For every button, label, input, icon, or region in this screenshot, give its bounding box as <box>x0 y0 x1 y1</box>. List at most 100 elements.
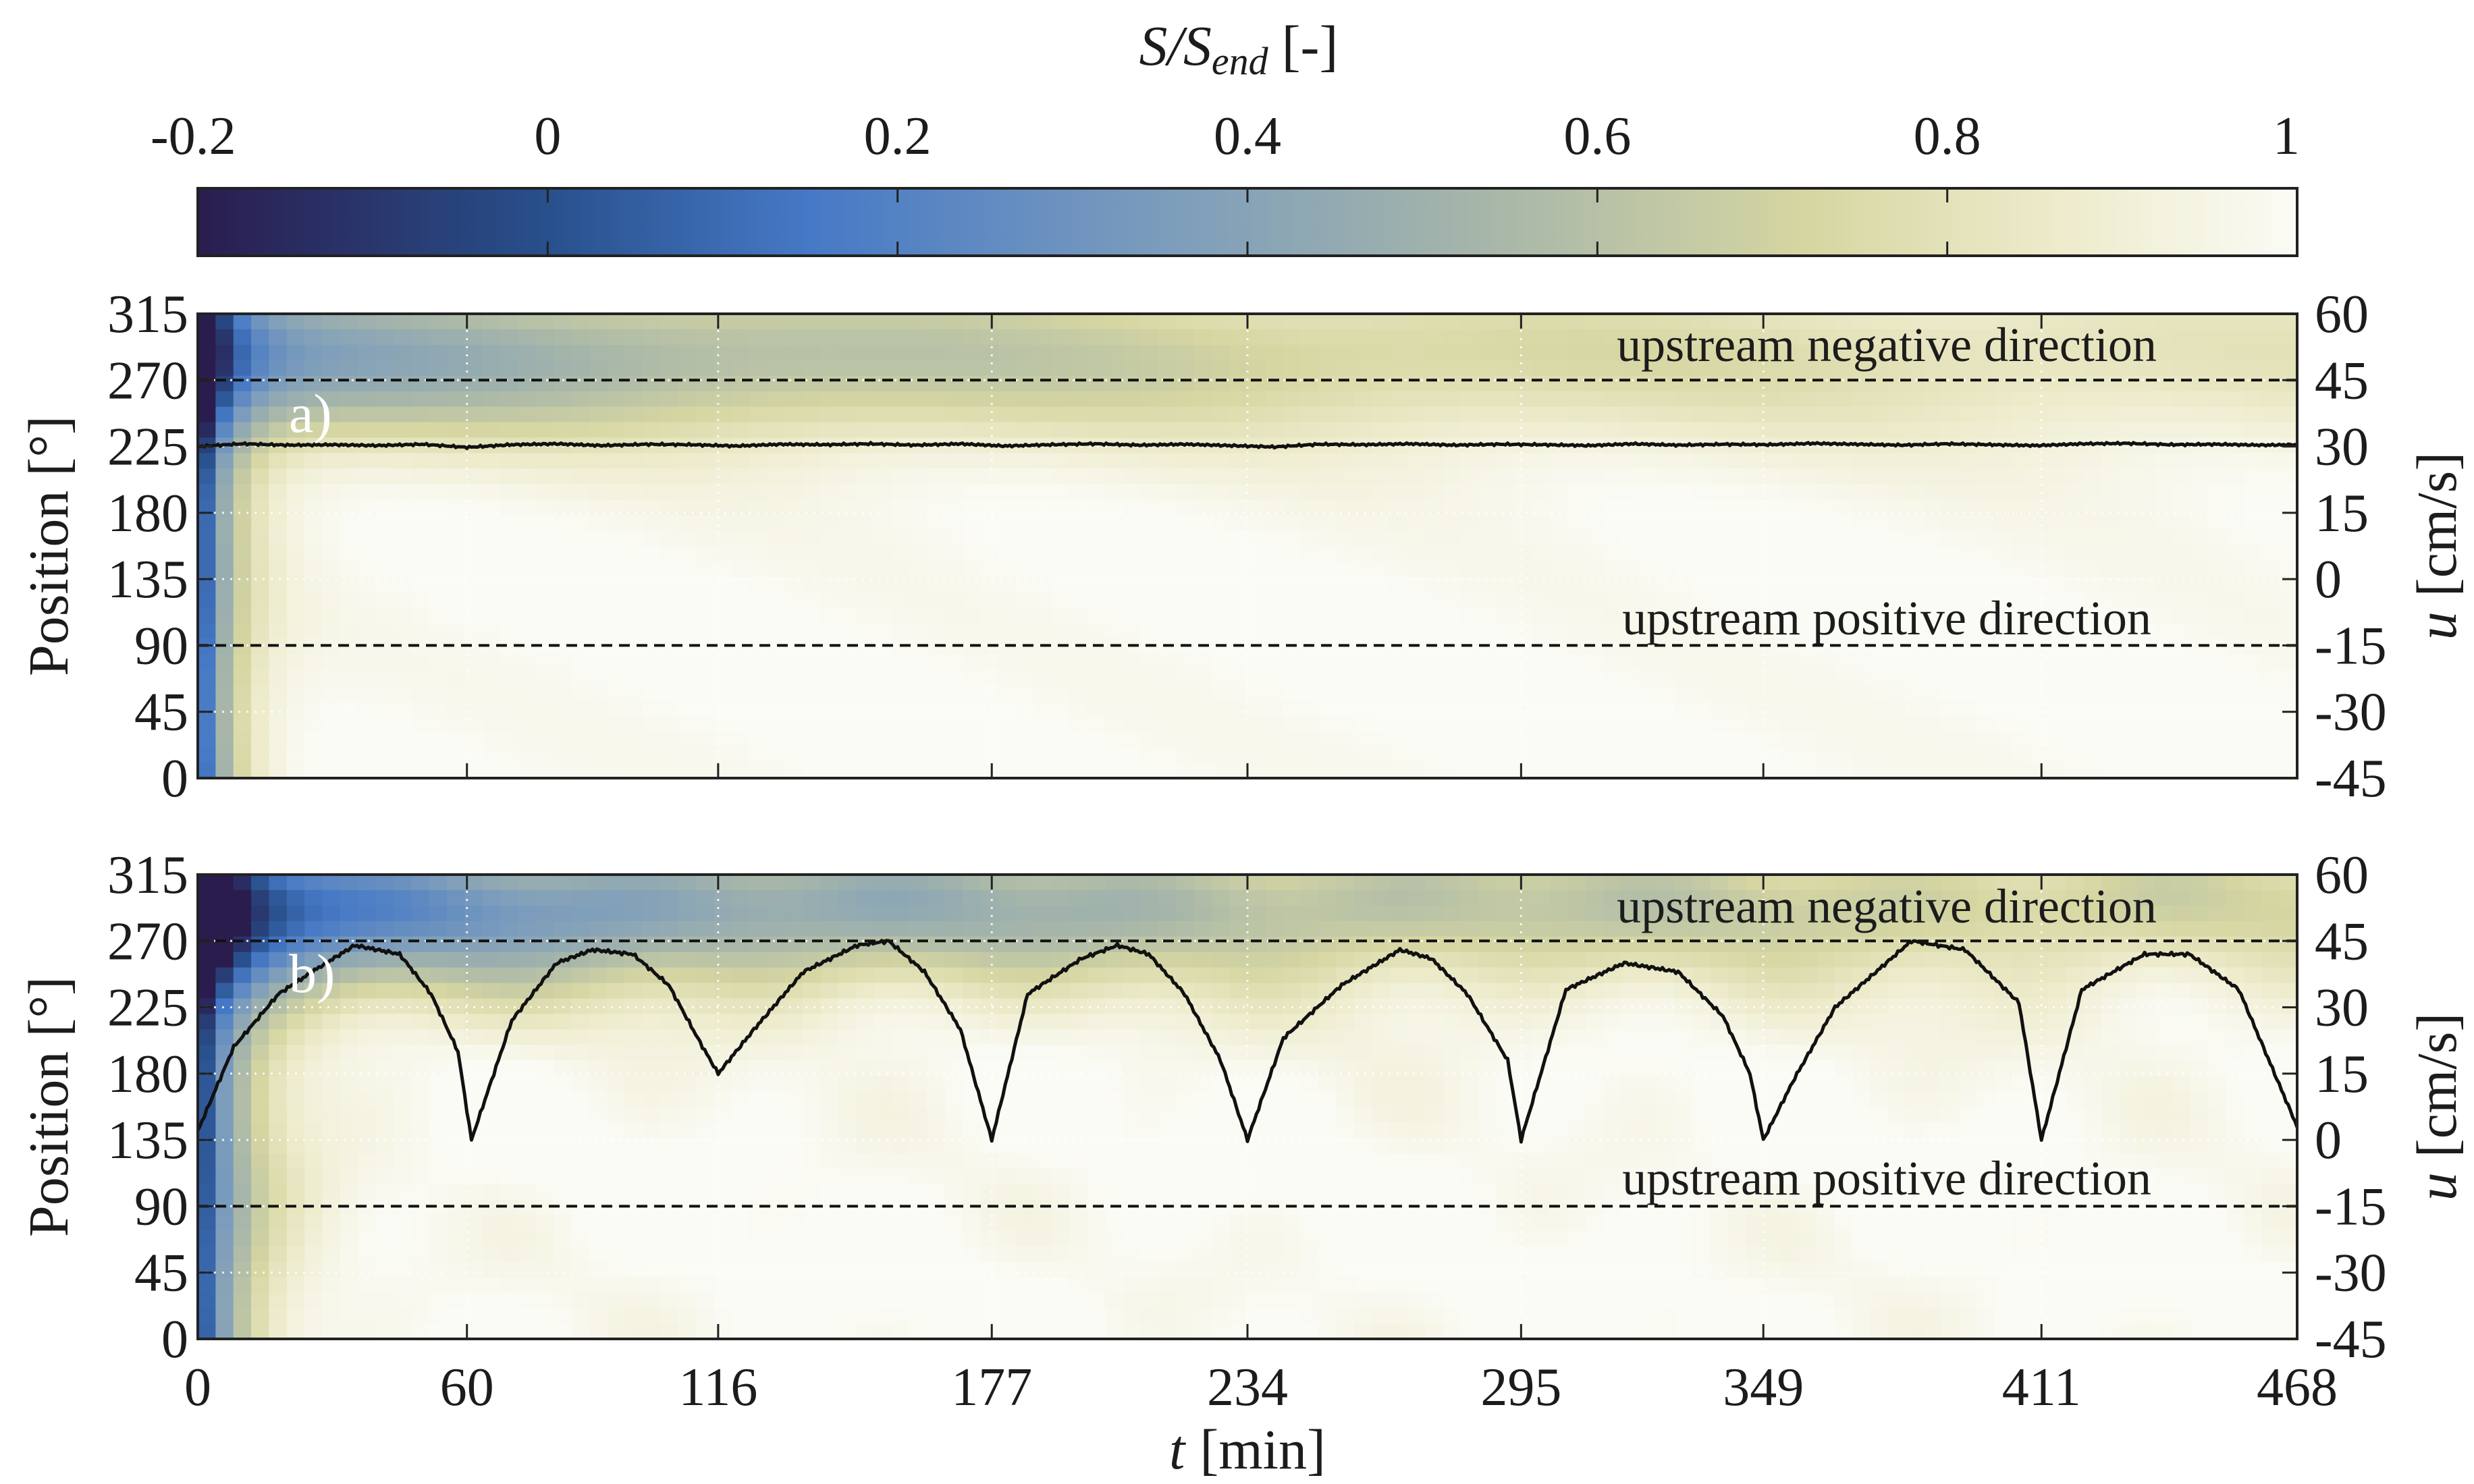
heat-cell <box>1105 623 1124 640</box>
heat-cell <box>696 1230 715 1247</box>
heat-cell <box>1959 638 1978 655</box>
heat-cell <box>998 484 1017 501</box>
heat-cell <box>927 638 946 655</box>
heat-cell <box>856 592 875 609</box>
heat-cell <box>2190 468 2209 485</box>
heat-cell <box>1976 576 1995 593</box>
heat-cell <box>820 1045 839 1062</box>
heat-cell <box>944 1122 964 1138</box>
heat-cell <box>233 406 252 423</box>
heat-cell <box>1727 669 1746 686</box>
heat-cell <box>1478 763 1497 778</box>
heat-cell <box>2279 669 2297 686</box>
heat-cell <box>963 561 981 578</box>
heat-cell <box>1834 607 1854 624</box>
heat-cell <box>2279 329 2297 346</box>
heat-cell <box>518 1122 537 1138</box>
heat-cell <box>891 905 911 922</box>
heat-cell <box>731 344 751 361</box>
heat-cell <box>1443 530 1462 547</box>
heat-cell <box>1959 468 1978 485</box>
heat-cell <box>1229 314 1248 330</box>
heat-cell <box>1301 329 1320 346</box>
heat-cell <box>1176 654 1195 671</box>
heat-cell <box>233 607 252 624</box>
heat-cell <box>1123 375 1141 392</box>
heat-cell <box>1318 732 1337 748</box>
heat-cell <box>1389 607 1409 624</box>
heat-cell <box>963 998 981 1015</box>
heat-cell <box>1105 314 1124 330</box>
heat-cell <box>1852 406 1871 423</box>
heat-cell <box>714 375 732 392</box>
heat-cell <box>998 499 1017 516</box>
heat-cell <box>1301 360 1320 377</box>
heat-cell <box>464 1246 483 1263</box>
heat-cell <box>803 905 822 922</box>
heat-cell <box>1033 499 1053 516</box>
heat-cell <box>607 889 626 906</box>
heat-cell <box>642 905 662 922</box>
heat-cell <box>1158 763 1177 778</box>
heat-cell <box>447 920 466 937</box>
heat-cell <box>251 1323 270 1339</box>
heat-cell <box>1016 592 1035 609</box>
heat-cell <box>1336 314 1355 330</box>
heat-cell <box>909 747 928 763</box>
heat-cell <box>571 1137 590 1154</box>
heat-cell <box>2119 763 2138 778</box>
heat-cell <box>198 638 217 655</box>
heat-cell <box>767 1153 786 1170</box>
heat-cell <box>1674 530 1693 547</box>
heat-cell <box>624 344 643 361</box>
heat-cell <box>963 499 981 516</box>
heat-cell <box>714 1122 732 1138</box>
heat-cell <box>269 669 288 686</box>
heat-cell <box>1193 329 1213 346</box>
heat-cell <box>1461 344 1480 361</box>
heat-cell <box>429 1292 448 1309</box>
heat-cell <box>856 607 875 624</box>
heat-cell <box>820 1230 839 1247</box>
heat-cell <box>607 1137 626 1154</box>
heat-cell <box>642 638 662 655</box>
heat-cell <box>607 685 626 702</box>
heat-cell <box>1140 344 1160 361</box>
heat-cell <box>1033 422 1053 439</box>
heat-cell <box>1158 422 1177 439</box>
heat-cell <box>1799 623 1818 640</box>
heat-cell <box>1621 391 1640 408</box>
heat-cell <box>464 344 483 361</box>
heat-cell <box>1834 763 1854 778</box>
heat-cell <box>482 998 502 1015</box>
heat-cell <box>1603 530 1622 547</box>
heat-cell <box>269 468 288 485</box>
heat-cell <box>909 1261 928 1278</box>
heat-cell <box>233 1122 252 1138</box>
heat-cell <box>1763 360 1782 377</box>
heat-cell <box>731 1014 751 1030</box>
heat-cell <box>1657 638 1675 655</box>
heat-cell <box>784 889 804 906</box>
heat-cell <box>1550 484 1569 501</box>
heat-cell <box>1407 314 1426 330</box>
heat-cell <box>731 375 751 392</box>
heat-cell <box>322 669 341 686</box>
heat-cell <box>1692 406 1711 423</box>
heat-cell <box>1638 700 1658 717</box>
heat-cell <box>1389 329 1409 346</box>
heat-cell <box>1497 763 1515 778</box>
heat-cell <box>980 654 1000 671</box>
heat-cell <box>963 453 981 470</box>
heat-cell <box>554 700 572 717</box>
heat-cell <box>589 967 608 984</box>
heat-cell <box>1727 685 1746 702</box>
heat-cell <box>1497 468 1515 485</box>
heat-cell <box>1140 700 1160 717</box>
heat-cell <box>1692 592 1711 609</box>
heat-cell <box>1834 747 1854 763</box>
heat-cell <box>518 1230 537 1247</box>
heat-cell <box>1514 763 1533 778</box>
heat-cell <box>411 406 430 423</box>
heat-cell <box>1870 499 1889 516</box>
